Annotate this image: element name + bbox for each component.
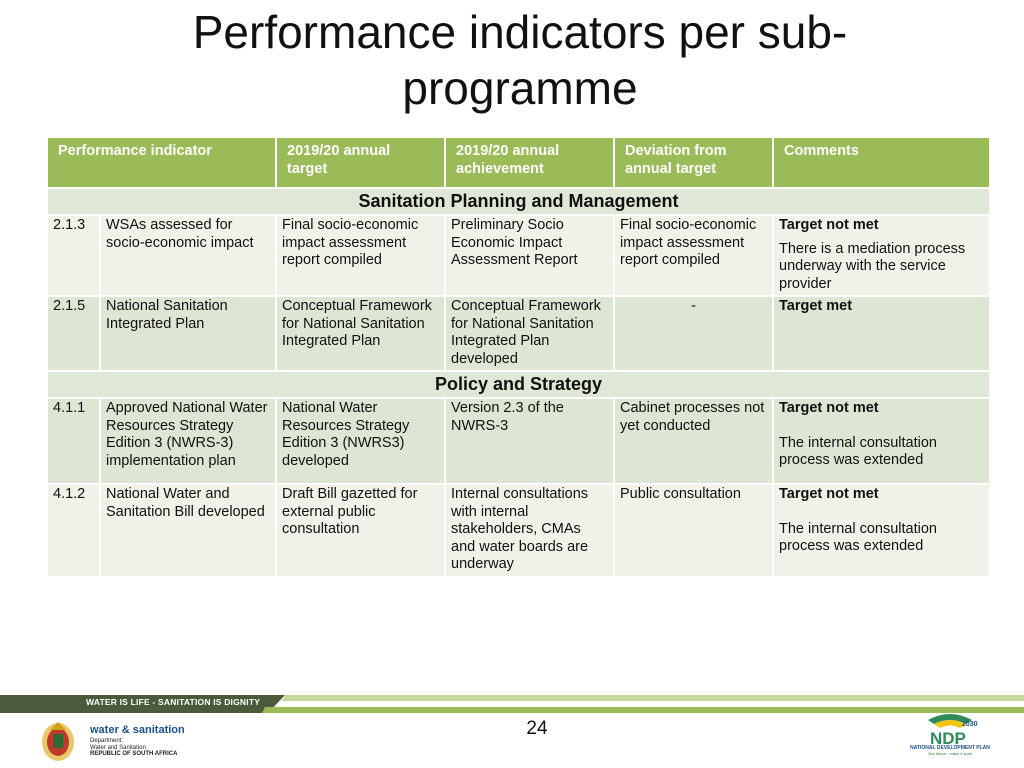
comment-heading: Target met [779,298,853,314]
row-comments: Target not met The internal consultation… [772,483,992,578]
row-deviation: Cabinet processes not yet conducted [613,397,775,485]
row-comments: Target not met There is a mediation proc… [772,214,992,297]
table-row: 4.1.2 National Water and Sanitation Bill… [46,483,992,578]
row-target: National Water Resources Strategy Editio… [275,397,447,485]
dept-line: Department: [90,738,124,744]
slide-title: Performance indicators per sub-programme [192,6,848,114]
ndp-tagline: Our future - make it work [927,751,972,756]
row-achievement: Version 2.3 of the NWRS-3 [444,397,616,485]
row-achievement: Conceptual Framework for National Sanita… [444,295,616,372]
ndp-short: NDP [930,729,966,748]
row-target: Final socio-economic impact assessment r… [275,214,447,297]
performance-table: Performance indicator 2019/20 annual tar… [45,136,992,578]
row-indicator: WSAs assessed for socio-economic impact [98,214,278,297]
brand-name: water & sanitation [90,724,185,736]
dept-line: Water and Sanitation [90,744,146,751]
table-row: 2.1.3 WSAs assessed for socio-economic i… [46,214,992,297]
row-indicator: National Sanitation Integrated Plan [98,295,278,372]
row-comments: Target not met The internal consultation… [772,397,992,485]
dept-country: REPUBLIC OF SOUTH AFRICA [90,751,178,757]
row-achievement: Internal consultations with internal sta… [444,483,616,578]
coat-of-arms-icon [42,722,74,761]
table-row: 2.1.5 National Sanitation Integrated Pla… [46,295,992,372]
section-title: Policy and Strategy [45,370,992,399]
row-achievement: Preliminary Socio Economic Impact Assess… [444,214,616,297]
row-code: 4.1.1 [46,397,101,485]
ndp-year: 2030 [962,721,978,728]
row-code: 4.1.2 [46,483,101,578]
department-name: Department: Water and Sanitation REPUBLI… [90,738,177,758]
comment-heading: Target not met [779,217,879,233]
header-deviation: Deviation from annual target [613,136,775,189]
header-comments: Comments [772,136,992,189]
row-comments: Target met [772,295,992,372]
row-deviation: Public consultation [613,483,775,578]
row-target: Conceptual Framework for National Sanita… [275,295,447,372]
footer-band [0,695,1024,713]
header-performance-indicator: Performance indicator [45,136,278,189]
row-indicator: National Water and Sanitation Bill devel… [98,483,278,578]
row-target: Draft Bill gazetted for external public … [275,483,447,578]
header-annual-achievement: 2019/20 annual achievement [444,136,616,189]
row-indicator: Approved National Water Resources Strate… [98,397,278,485]
comment-body: The internal consultation process was ex… [779,520,938,555]
footer-slogan: WATER IS LIFE - SANITATION IS DIGNITY [86,697,261,707]
ndp-logo-icon: 2030 NDP [928,714,978,748]
row-code: 2.1.5 [46,295,101,372]
comment-heading: Target not met [779,400,879,416]
table-header-row: Performance indicator 2019/20 annual tar… [45,136,992,189]
row-deviation: Final socio-economic impact assessment r… [613,214,775,297]
header-annual-target: 2019/20 annual target [275,136,447,189]
row-deviation: - [613,295,775,372]
ndp-name: NATIONAL DEVELOPMENT PLAN [910,745,990,751]
comment-body: There is a mediation process underway wi… [779,240,966,292]
section-row: Policy and Strategy [45,370,992,399]
comment-body: The internal consultation process was ex… [779,434,938,469]
section-row: Sanitation Planning and Management [45,187,992,216]
table-row: 4.1.1 Approved National Water Resources … [46,397,992,485]
comment-heading: Target not met [779,486,879,502]
row-code: 2.1.3 [46,214,101,297]
page-number: 24 [526,718,548,739]
section-title: Sanitation Planning and Management [45,187,992,216]
